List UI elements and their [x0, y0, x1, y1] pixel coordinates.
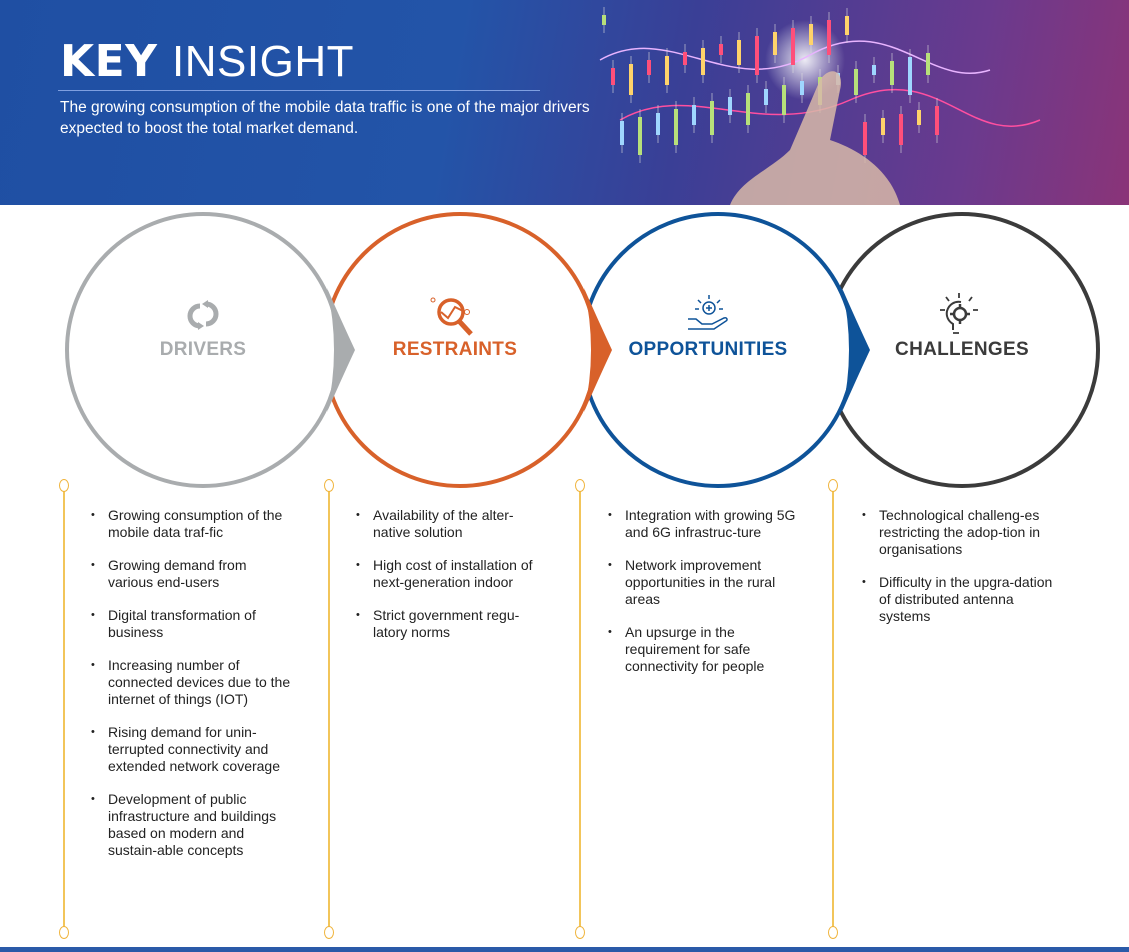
challenges-list: Technological challeng-es restricting th… [862, 507, 1057, 641]
candle [899, 114, 903, 145]
candle [890, 61, 894, 85]
candle [809, 24, 813, 45]
candle [908, 57, 912, 95]
candle [629, 64, 633, 95]
opportunities-timeline [579, 488, 581, 928]
list-item: Availability of the alter-native solutio… [356, 507, 546, 541]
candle [620, 121, 624, 145]
timeline-bottom-marker [575, 926, 585, 939]
candle [881, 118, 885, 135]
title-light: INSIGHT [172, 37, 354, 86]
list-item: Technological challeng-es restricting th… [862, 507, 1057, 558]
candle [719, 44, 723, 55]
header-banner: KEY INSIGHT The growing consumption of t… [0, 0, 1129, 205]
timeline-top-marker [59, 479, 69, 492]
opportunities-heading: OPPORTUNITIES [628, 339, 788, 360]
list-item: An upsurge in the requirement for safe c… [608, 624, 808, 675]
candle [737, 40, 741, 65]
challenges-timeline [832, 488, 834, 928]
candle [656, 113, 660, 135]
bottom-border [0, 947, 1129, 952]
candle [800, 81, 804, 95]
candle [917, 110, 921, 125]
candle [935, 106, 939, 135]
list-item: High cost of installation of next-genera… [356, 557, 546, 591]
candle [701, 48, 705, 75]
candle [647, 60, 651, 75]
restraints-timeline [328, 488, 330, 928]
candle [683, 52, 687, 65]
drivers-list: Growing consumption of the mobile data t… [91, 507, 291, 875]
candle [863, 122, 867, 155]
candle [845, 16, 849, 35]
list-item: Growing demand from various end-users [91, 557, 291, 591]
list-item: Digital transformation of business [91, 607, 291, 641]
candle [692, 105, 696, 125]
page-title: KEY INSIGHT [60, 36, 354, 87]
stock-chart-hand-image [599, 7, 1041, 205]
timeline-top-marker [575, 479, 585, 492]
candle [638, 117, 642, 155]
drivers-arrow [327, 288, 355, 412]
candle [746, 93, 750, 125]
list-item: Integration with growing 5G and 6G infra… [608, 507, 808, 541]
challenges-heading: CHALLENGES [895, 339, 1029, 360]
timeline-bottom-marker [59, 926, 69, 939]
restraints-heading: RESTRAINTS [392, 339, 518, 360]
cycle-arrows-icon [187, 300, 219, 330]
list-item: Growing consumption of the mobile data t… [91, 507, 291, 541]
lightbulb-gear-icon [940, 293, 978, 334]
magnifier-chart-icon [430, 297, 473, 336]
title-divider [58, 90, 540, 91]
list-item: Increasing number of connected devices d… [91, 657, 291, 708]
candle [791, 28, 795, 65]
stages-diagram [65, 212, 1100, 488]
list-item: Strict government regu-latory norms [356, 607, 546, 641]
timeline-top-marker [828, 479, 838, 492]
timeline-top-marker [324, 479, 334, 492]
candle [872, 65, 876, 75]
candle [827, 20, 831, 55]
hand-sun-plus-icon [688, 295, 728, 330]
timeline-bottom-marker [324, 926, 334, 939]
candle [926, 53, 930, 75]
subtitle: The growing consumption of the mobile da… [60, 99, 590, 137]
list-item: Difficulty in the upgra-dation of distri… [862, 574, 1057, 625]
opportunities-arrow [842, 288, 870, 412]
list-item: Development of public infrastructure and… [91, 791, 291, 859]
candle [674, 109, 678, 145]
list-item: Network improvement opportunities in the… [608, 557, 808, 608]
drivers-heading: DRIVERS [159, 339, 247, 360]
candle [665, 56, 669, 85]
drivers-timeline [63, 488, 65, 928]
candle [773, 32, 777, 55]
candle [854, 69, 858, 95]
list-item: Rising demand for unin-terrupted connect… [91, 724, 291, 775]
candle [755, 36, 759, 75]
restraints-list: Availability of the alter-native solutio… [356, 507, 546, 657]
title-bold: KEY [60, 36, 158, 87]
candle [782, 85, 786, 115]
candle [611, 68, 615, 85]
candle [728, 97, 732, 115]
candle [710, 101, 714, 135]
candle [764, 89, 768, 105]
opportunities-list: Integration with growing 5G and 6G infra… [608, 507, 808, 691]
restraints-arrow [584, 288, 612, 412]
timeline-bottom-marker [828, 926, 838, 939]
candle [602, 15, 606, 25]
